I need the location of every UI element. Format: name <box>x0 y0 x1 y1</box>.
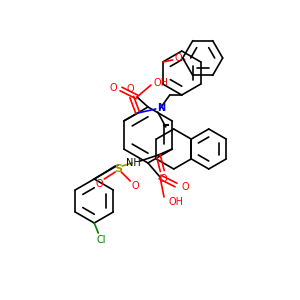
Text: NH: NH <box>126 158 141 168</box>
Text: Cl: Cl <box>97 235 106 245</box>
Text: O: O <box>181 182 189 192</box>
Text: O: O <box>95 179 103 189</box>
Text: S: S <box>114 164 122 174</box>
Text: OH: OH <box>169 197 184 207</box>
Text: O: O <box>159 174 167 184</box>
Text: N: N <box>157 103 165 113</box>
Text: OH: OH <box>154 78 169 88</box>
Text: O: O <box>131 181 139 191</box>
Text: O: O <box>127 84 135 94</box>
Text: O: O <box>109 83 117 93</box>
Text: O: O <box>175 53 182 63</box>
